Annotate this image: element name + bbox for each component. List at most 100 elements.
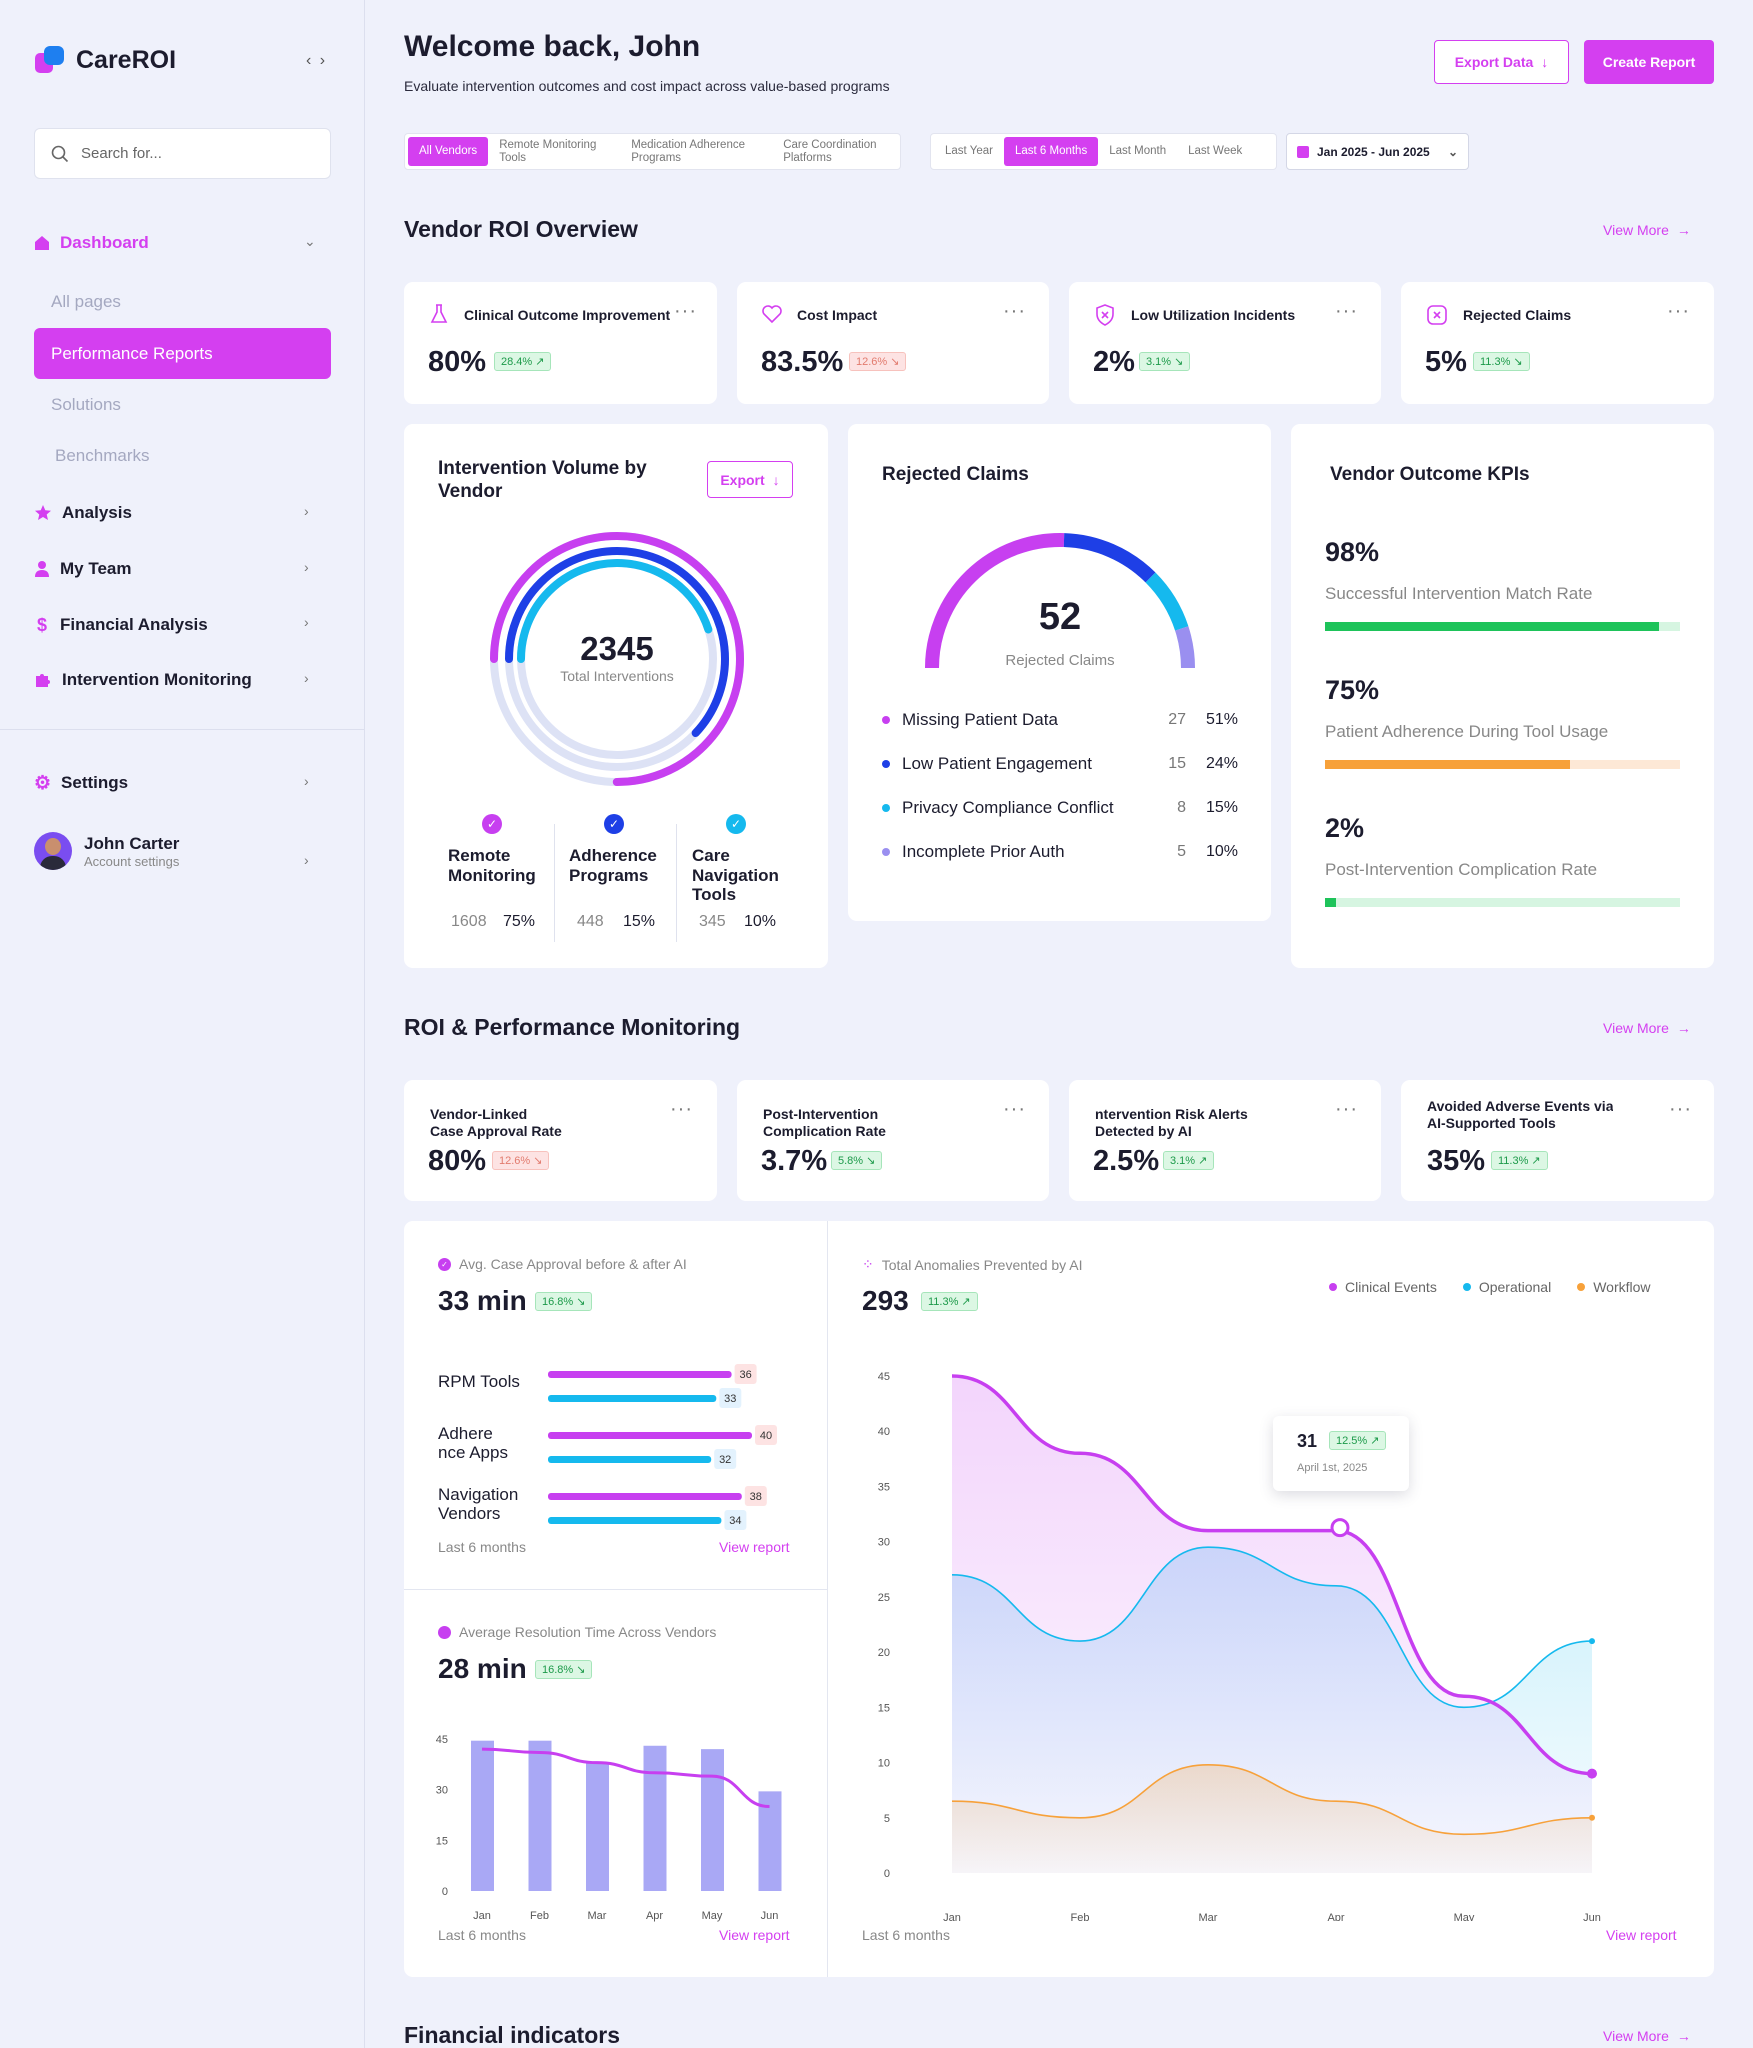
nav-my-team[interactable]: My Team <box>34 554 132 584</box>
chevron-right-icon[interactable]: › <box>304 852 309 868</box>
more-options-icon[interactable]: ··· <box>1003 300 1026 322</box>
bar-after <box>548 1517 722 1524</box>
export-button[interactable]: Export ↓ <box>707 461 793 498</box>
filter-care-coordination[interactable]: Care Coordination Platforms <box>783 139 877 164</box>
nav-analysis[interactable]: Analysis <box>34 498 132 528</box>
legend-item[interactable]: Workflow <box>1577 1279 1651 1295</box>
more-options-icon[interactable]: ··· <box>1335 1098 1358 1120</box>
chevron-right-icon[interactable]: › <box>304 559 309 575</box>
nav-financial-label: Financial Analysis <box>60 615 208 634</box>
filter-all-vendors[interactable]: All Vendors <box>408 137 489 166</box>
kpi-label: Successful Intervention Match Rate <box>1325 584 1593 603</box>
badge-value: 12.6% <box>856 355 888 368</box>
kpi-card-cost-impact[interactable]: Cost Impact ··· 83.5% 12.6% ↘ <box>737 282 1049 404</box>
trend-badge: 11.3% ↗ <box>921 1292 978 1311</box>
gauge-low-engagement <box>1063 533 1156 583</box>
gauge-privacy <box>1145 572 1189 631</box>
nav-settings[interactable]: ⚙ Settings <box>34 768 128 798</box>
progress-track <box>1325 760 1680 769</box>
check-icon: ✓ <box>604 814 624 834</box>
chevron-right-icon[interactable]: › <box>304 670 309 686</box>
filter-last-month[interactable]: Last Month <box>1109 145 1167 158</box>
vendor-roi-view-more[interactable]: View More → <box>1603 222 1691 238</box>
bar-before <box>548 1432 752 1439</box>
nav-performance-reports[interactable]: Performance Reports <box>34 328 331 379</box>
progress-track <box>1325 898 1680 907</box>
kpi-card-risk-alerts[interactable]: ntervention Risk Alerts Detected by AI ·… <box>1069 1080 1381 1201</box>
badge-value: 16.8% <box>542 1663 574 1676</box>
trend-badge: 3.1% ↗ <box>1163 1151 1215 1170</box>
chart-legend: Clinical Events Operational Workflow <box>1329 1279 1651 1295</box>
kpi-value: 83.5% <box>761 346 844 378</box>
legend-count: 5 <box>1177 843 1186 860</box>
outcome-kpis-card: Vendor Outcome KPIs 98% Successful Inter… <box>1291 424 1714 968</box>
kpi-value: 3.7% <box>761 1145 828 1177</box>
data-label: 32 <box>719 1454 731 1466</box>
nav-intervention-monitoring[interactable]: Intervention Monitoring <box>34 665 252 695</box>
create-report-button[interactable]: Create Report <box>1584 40 1714 84</box>
filter-last-6-months[interactable]: Last 6 Months <box>1003 137 1099 166</box>
view-report-link[interactable]: View report <box>719 1539 790 1555</box>
intervention-volume-card: Intervention Volume by Vendor Export ↓ 23… <box>404 424 828 968</box>
x-tick-label: Jun <box>1583 1912 1601 1921</box>
anomalies-line-chart: 0 5 10 15 20 25 30 35 40 45 Jan Feb Mar Apr May Jun <box>878 1371 1601 1921</box>
search-input[interactable]: Search for... <box>34 128 331 179</box>
check-icon: ✓ <box>482 814 502 834</box>
more-options-icon[interactable]: ··· <box>670 1098 693 1120</box>
more-options-icon[interactable]: ··· <box>1003 1098 1026 1120</box>
x-tick-label: Feb <box>530 1910 549 1922</box>
nav-all-pages[interactable]: All pages <box>51 292 121 311</box>
kpi-value: 2.5% <box>1093 1145 1160 1177</box>
roi-perf-view-more[interactable]: View More → <box>1603 1020 1691 1036</box>
app-logo[interactable]: CareROI <box>34 44 176 76</box>
nav-financial-analysis[interactable]: $ Financial Analysis <box>34 610 208 640</box>
filter-remote-monitoring[interactable]: Remote Monitoring Tools <box>499 139 597 164</box>
financial-view-more[interactable]: View More → <box>1603 2028 1691 2044</box>
kpi-card-case-approval[interactable]: Vendor-Linked Case Approval Rate ··· 80%… <box>404 1080 717 1201</box>
vendor-roi-title: Vendor ROI Overview <box>404 216 638 242</box>
filter-medication-adherence[interactable]: Medication Adherence Programs <box>631 139 745 164</box>
more-options-icon[interactable]: ··· <box>1669 1098 1692 1120</box>
chart-title: ✓ Avg. Case Approval before & after AI <box>438 1256 687 1272</box>
legend-item[interactable]: Clinical Events <box>1329 1279 1437 1295</box>
filter-last-year[interactable]: Last Year <box>945 145 993 158</box>
kpi-card-clinical-outcome[interactable]: Clinical Outcome Improvement ··· 80% 28.… <box>404 282 717 404</box>
export-data-button[interactable]: Export Data ↓ <box>1434 40 1569 84</box>
legend-item[interactable]: Operational <box>1462 1279 1551 1295</box>
card-title: Rejected Claims <box>882 464 1029 485</box>
more-options-icon[interactable]: ··· <box>1335 300 1358 322</box>
kpi-label: Post-Intervention <box>763 1106 879 1122</box>
view-report-link[interactable]: View report <box>1606 1927 1677 1943</box>
nav-solutions[interactable]: Solutions <box>51 395 121 414</box>
sidebar-divider <box>0 729 365 730</box>
donut-chart <box>490 532 744 786</box>
flask-icon <box>430 304 448 323</box>
chart-footer: Last 6 months <box>438 1927 526 1943</box>
filter-last-week[interactable]: Last Week <box>1188 145 1243 158</box>
user-profile[interactable]: John Carter Account settings <box>34 832 179 870</box>
kpi-card-low-utilization[interactable]: Low Utilization Incidents ··· 2% 3.1% ↘ <box>1069 282 1381 404</box>
chevron-right-icon[interactable]: › <box>304 614 309 630</box>
arrow-right-icon: → <box>1676 2028 1691 2044</box>
date-range-picker[interactable]: Jan 2025 - Jun 2025 ⌄ <box>1286 133 1469 170</box>
chevron-right-icon[interactable]: › <box>304 503 309 519</box>
trend-badge: 28.4% ↗ <box>494 352 552 371</box>
vendor-name: Adherence Programs <box>569 846 657 885</box>
view-report-link[interactable]: View report <box>719 1927 790 1943</box>
badge-value: 3.1% <box>1170 1154 1196 1167</box>
nav-benchmarks[interactable]: Benchmarks <box>55 446 150 465</box>
x-tick-label: Feb <box>1071 1912 1090 1921</box>
user-sub: Account settings <box>84 853 180 869</box>
gauge-prior-auth <box>1175 626 1195 669</box>
chevron-down-icon[interactable]: ⌄ <box>304 233 316 249</box>
collapse-sidebar-icon[interactable]: ‹ › <box>306 52 328 69</box>
chevron-right-icon[interactable]: › <box>304 773 309 789</box>
trend-badge: 16.8% ↘ <box>535 1292 593 1311</box>
kpi-card-adverse-events[interactable]: Avoided Adverse Events via AI-Supported … <box>1401 1080 1714 1201</box>
nav-dashboard[interactable]: Dashboard <box>34 228 149 258</box>
more-options-icon[interactable]: ··· <box>674 300 697 322</box>
kpi-card-rejected-claims[interactable]: Rejected Claims ··· 5% 11.3% ↘ <box>1401 282 1714 404</box>
gauge-value: 52 <box>1038 596 1082 638</box>
kpi-card-complication[interactable]: Post-Intervention Complication Rate ··· … <box>737 1080 1049 1201</box>
more-options-icon[interactable]: ··· <box>1667 300 1690 322</box>
